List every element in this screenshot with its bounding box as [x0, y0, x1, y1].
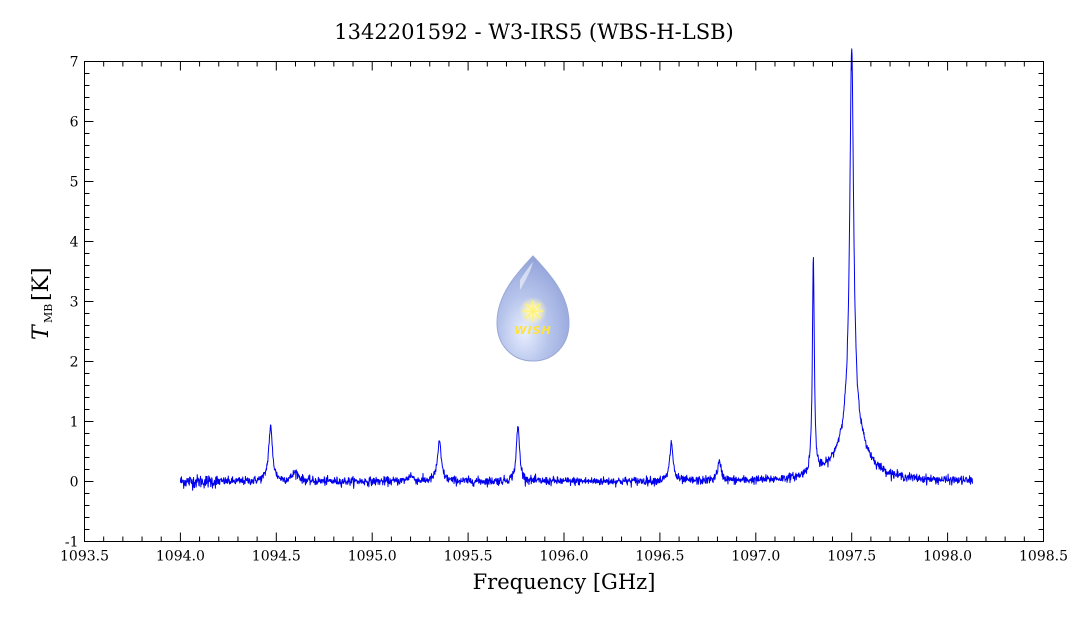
x-tick-label: 1098.0 — [923, 549, 972, 565]
y-tick-label: 1 — [70, 415, 79, 431]
y-tick-labels: -1 0 1 2 3 4 5 6 7 — [65, 55, 79, 551]
y-tick-label: 6 — [70, 115, 79, 131]
x-tick-labels: 1093.5 1094.0 1094.5 1095.0 1095.5 1096.0 1096… — [60, 549, 1067, 565]
x-tick-label: 1094.5 — [252, 549, 301, 565]
y-tick-label: 4 — [70, 235, 79, 251]
x-tick-label: 1095.5 — [444, 549, 493, 565]
x-tick-label: 1097.5 — [827, 549, 876, 565]
y-tick-label: 0 — [70, 475, 79, 491]
plot-frame — [84, 61, 1044, 542]
y-axis-label-main: T — [29, 323, 54, 340]
chart-title: 1342201592 - W3-IRS5 (WBS-H-LSB) — [334, 20, 733, 44]
y-axis-label: T MB [K] — [29, 267, 55, 340]
x-tick-label: 1096.0 — [540, 549, 589, 565]
wish-logo-text: WISH — [514, 324, 551, 337]
x-axis-label: Frequency [GHz] — [473, 570, 656, 594]
wish-logo: WISH — [496, 255, 570, 362]
y-tick-label: 5 — [70, 175, 79, 191]
y-axis-label-sub: MB — [42, 304, 55, 323]
x-tick-label: 1093.5 — [60, 549, 109, 565]
axis-ticks — [84, 61, 1044, 542]
y-tick-label: -1 — [65, 535, 79, 551]
x-tick-label: 1097.0 — [731, 549, 780, 565]
y-tick-label: 7 — [70, 55, 79, 71]
y-tick-label: 3 — [70, 295, 79, 311]
x-tick-label: 1098.5 — [1019, 549, 1067, 565]
y-tick-label: 2 — [70, 355, 79, 371]
x-tick-label: 1096.5 — [635, 549, 684, 565]
x-tick-label: 1094.0 — [156, 549, 205, 565]
x-tick-label: 1095.0 — [348, 549, 397, 565]
spectrum-line — [179, 48, 974, 491]
y-axis-label-unit: [K] — [29, 267, 54, 301]
